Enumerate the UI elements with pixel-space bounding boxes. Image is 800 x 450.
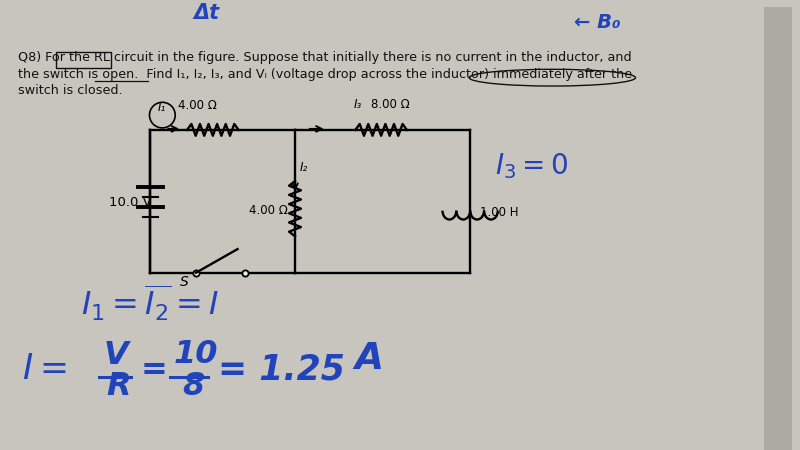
Text: 10: 10	[174, 339, 218, 370]
Text: R: R	[106, 371, 130, 402]
Text: 8: 8	[182, 371, 204, 402]
Text: A: A	[354, 341, 383, 377]
Text: I₂: I₂	[300, 161, 308, 174]
Text: I₃: I₃	[354, 98, 362, 111]
Text: 8.00 Ω: 8.00 Ω	[371, 98, 410, 111]
Text: switch is closed.: switch is closed.	[18, 85, 122, 97]
Text: 4.00 Ω: 4.00 Ω	[178, 99, 217, 112]
Text: $I_1 = \overline{I_2} = I$: $I_1 = \overline{I_2} = I$	[81, 282, 219, 323]
FancyBboxPatch shape	[764, 7, 792, 450]
Text: 10.0 V: 10.0 V	[109, 196, 152, 209]
Text: 4.00 Ω: 4.00 Ω	[250, 203, 288, 216]
Text: 1.00 H: 1.00 H	[480, 206, 518, 219]
Text: I₁: I₁	[158, 101, 166, 114]
Text: Q8) For the RL circuit in the figure. Suppose that initially there is no current: Q8) For the RL circuit in the figure. Su…	[18, 51, 631, 64]
Text: S: S	[180, 275, 189, 289]
Text: =: =	[141, 355, 167, 386]
Text: ← B₀: ← B₀	[574, 14, 621, 32]
Text: the switch is open.  Find I₁, I₂, I₃, and Vₗ (voltage drop across the inductor) : the switch is open. Find I₁, I₂, I₃, and…	[18, 68, 632, 81]
Text: V: V	[104, 340, 129, 371]
Text: $I_3 = 0$: $I_3 = 0$	[495, 151, 568, 181]
Text: $I =$: $I =$	[22, 352, 66, 386]
Text: Δt: Δt	[193, 3, 219, 22]
Text: = 1.25: = 1.25	[218, 352, 345, 386]
